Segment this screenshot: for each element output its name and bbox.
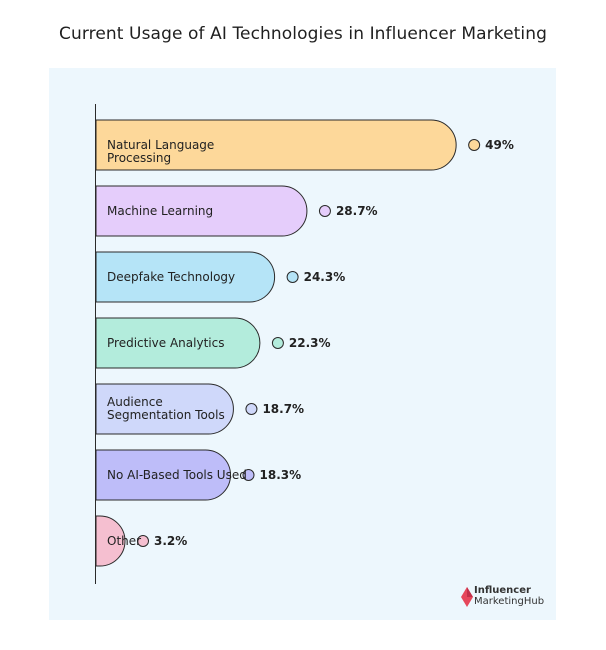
y-axis-line (95, 104, 96, 584)
category-label: Other (107, 533, 142, 548)
brand-logo: Influencer MarketingHub (461, 584, 551, 610)
category-label: No AI-Based Tools Used (107, 467, 247, 482)
value-label: 24.3% (304, 270, 346, 284)
value-marker (245, 403, 258, 415)
bar (95, 383, 234, 435)
value-label: 49% (485, 138, 514, 152)
value-label: 18.7% (262, 402, 304, 416)
category-label: Audience Segmentation Tools (107, 395, 225, 422)
category-label: Machine Learning (107, 203, 214, 218)
bar (95, 251, 276, 303)
diamond-logo-icon (461, 587, 473, 607)
value-marker (286, 271, 299, 283)
category-label: Predictive Analytics (107, 335, 225, 350)
value-label: 22.3% (289, 336, 331, 350)
category-label: Natural Language Processing (107, 137, 215, 165)
bar (95, 317, 261, 369)
value-label: 3.2% (154, 534, 187, 548)
value-marker (242, 469, 255, 481)
bar (95, 119, 457, 171)
bar (95, 515, 126, 567)
value-label: 18.3% (260, 468, 302, 482)
bar (95, 185, 308, 237)
category-label: Deepfake Technology (107, 269, 236, 284)
value-marker (468, 139, 481, 151)
value-marker (137, 535, 149, 547)
brand-line2: MarketingHub (474, 596, 545, 607)
chart-title: Current Usage of AI Technologies in Infl… (59, 24, 547, 44)
value-marker (271, 337, 284, 349)
bar (95, 449, 231, 501)
value-marker (318, 205, 331, 217)
value-label: 28.7% (336, 204, 378, 218)
brand-line1: Influencer (474, 585, 531, 596)
